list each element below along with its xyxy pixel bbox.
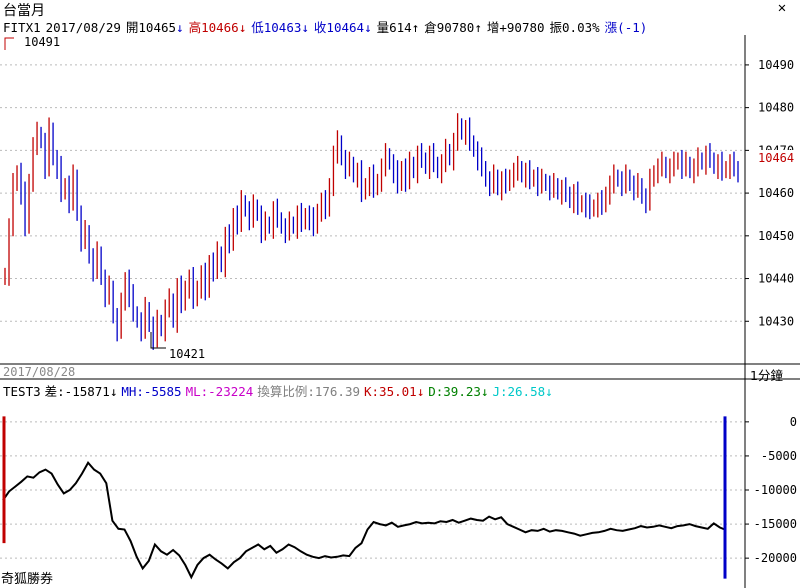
d-arrow-icon: ↓ [480, 384, 489, 399]
j-arrow-icon: ↓ [545, 384, 553, 399]
price-tick-label: 10440 [758, 272, 794, 286]
price-chart[interactable]: 10430104401045010460104701048010490 1049… [0, 0, 800, 380]
indicator-tick-label: -15000 [754, 517, 797, 531]
high-value: 高10466↓ [188, 20, 247, 35]
low-arrow-icon: ↓ [301, 20, 309, 35]
indicator-tick-label: 0 [790, 415, 797, 429]
symbol: FITX1 [3, 20, 41, 35]
oi-change-value: 增+90780 [486, 20, 545, 35]
volume-value: 量614↑ [376, 20, 420, 35]
quote-header: FITX1 2017/08/29 開10465↓ 高10466↓ 低10463↓ 收104… [3, 17, 652, 35]
price-tick-label: 10480 [758, 101, 794, 115]
low-marker-line [150, 332, 166, 349]
high-arrow-icon: ↓ [238, 20, 247, 35]
indicator-tick-label: -10000 [754, 483, 797, 497]
candles [4, 113, 739, 350]
high-marker: 10491 [24, 35, 60, 49]
open-arrow-icon: ↓ [176, 20, 184, 35]
indicator-axis: 0 -5000 -10000 -15000 -20000 [745, 415, 797, 565]
price-tick-label: 10450 [758, 229, 794, 243]
price-axis: 10430104401045010460104701048010490 [745, 58, 794, 328]
interval-selector[interactable]: 1分鐘 [750, 368, 783, 383]
brand-logo: 奇狐勝券 [1, 572, 54, 587]
indicator-ml: ML:-23224 [185, 384, 254, 399]
k-arrow-icon: ↓ [416, 384, 425, 399]
indicator-line [2, 416, 727, 580]
indicator-grid [0, 421, 745, 559]
indicator-tick-label: -20000 [754, 551, 797, 565]
change-value: 漲(-1) [604, 20, 648, 35]
oi-value: 倉90780↑ [424, 20, 482, 35]
amplitude-value: 振0.03% [549, 20, 600, 35]
close-arrow-icon: ↓ [364, 20, 372, 35]
high-marker-line [4, 37, 14, 50]
indicator-j: J:26.58↓ [492, 384, 553, 399]
price-tick-label: 10490 [758, 58, 794, 72]
last-price-tag: 10464 [758, 151, 794, 165]
quote-date: 2017/08/29 [45, 20, 121, 35]
window-title: 台當月 [3, 3, 45, 19]
indicator-series-line [2, 460, 727, 580]
low-marker: 10421 [169, 347, 205, 361]
price-grid [0, 64, 745, 322]
indicator-header: TEST3 差:-15871↓ MH:-5585 ML:-23224 換算比例:176.… [3, 381, 557, 400]
indicator-name: TEST3 [3, 384, 41, 399]
indicator-ratio: 換算比例:176.39 [257, 384, 360, 399]
price-tick-label: 10430 [758, 314, 794, 328]
low-value: 低10463↓ [251, 20, 309, 35]
indicator-diff: 差:-15871↓ [44, 384, 118, 399]
indicator-tick-label: -5000 [761, 449, 797, 463]
last-price-tag-bg [755, 150, 797, 165]
open-value: 開10465↓ [125, 20, 184, 35]
date-label: 2017/08/28 [3, 365, 76, 379]
volume-arrow-icon: ↑ [411, 20, 420, 35]
indicator-k: K:35.01↓ [364, 384, 425, 399]
indicator-d: D:39.23↓ [428, 384, 489, 399]
indicator-mh: MH:-5585 [121, 384, 182, 399]
close-value: 收10464↓ [313, 20, 372, 35]
close-icon[interactable]: ✕ [777, 0, 787, 16]
diff-arrow-icon: ↓ [109, 384, 118, 399]
price-tick-label: 10460 [758, 186, 794, 200]
oi-arrow-icon: ↑ [474, 20, 482, 35]
